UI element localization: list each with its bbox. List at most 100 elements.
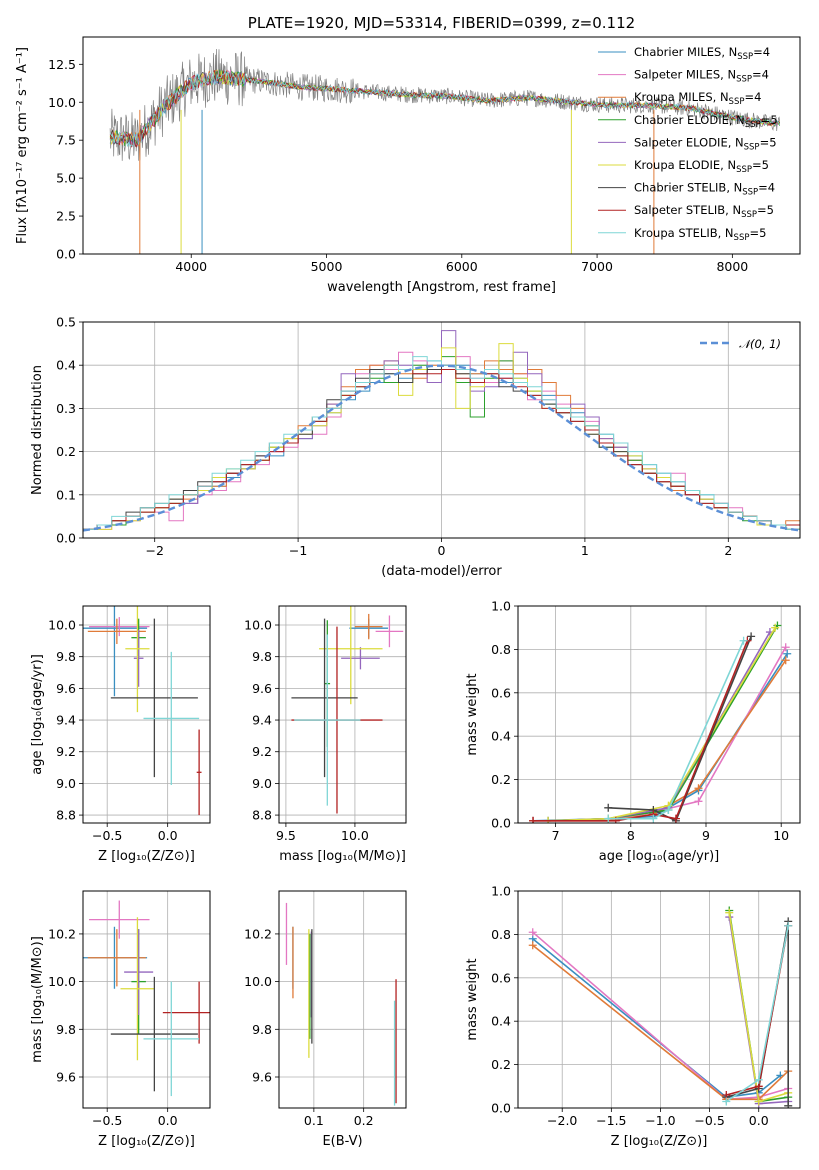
age-vs-metallicity-ytick-label: 9.6 bbox=[56, 681, 76, 696]
mass-vs-ebv-axes: 0.1 0.2 9.6 9.8 10.0 10.2 E(B-V) bbox=[244, 891, 406, 1149]
residuals-xtick-label: 0 bbox=[438, 543, 446, 558]
age-vs-metallicity-ytick-label: 9.4 bbox=[56, 713, 76, 728]
mass-vs-metallicity-plot-area bbox=[83, 900, 210, 1097]
age-vs-mass-plot-area bbox=[291, 606, 404, 814]
residuals-plot-area bbox=[83, 330, 800, 538]
spectrum-xtick-label: 6000 bbox=[446, 259, 478, 274]
weight-vs-age-xtick-label: 7 bbox=[552, 828, 560, 843]
mass-vs-ebv-ytick-label: 9.6 bbox=[252, 1070, 272, 1085]
age-vs-metallicity-point-1 bbox=[89, 617, 150, 637]
age-vs-metallicity-ylabel: age [log₁₀(age/yr)] bbox=[30, 654, 45, 775]
weight-vs-age-marker-6-3 bbox=[747, 632, 756, 641]
spectrum-xtick-label: 5000 bbox=[311, 259, 343, 274]
age-vs-metallicity-point-5 bbox=[125, 606, 150, 713]
age-vs-metallicity-xlabel: Z [log₁₀(Z/Z⊙)] bbox=[98, 849, 195, 864]
weight-vs-metallicity-frame bbox=[517, 890, 801, 1109]
age-vs-metallicity-ytick-label: 8.8 bbox=[56, 808, 76, 823]
weight-vs-age-series-2 bbox=[529, 656, 790, 823]
weight-vs-age-series-7 bbox=[529, 636, 752, 823]
mass-vs-metallicity-point-7 bbox=[162, 981, 210, 1044]
age-vs-mass-xtick-label: 10.0 bbox=[341, 828, 369, 843]
weight-vs-age-ytick-label: 0.8 bbox=[491, 642, 511, 657]
mass-vs-metallicity-axes: −0.5 0.0 9.6 9.8 10.0 10.2 Z [log₁₀(Z/Z⊙)] mass… bbox=[30, 891, 210, 1149]
weight-vs-age-frame bbox=[517, 605, 801, 824]
weight-vs-metallicity-ytick-label: 0.8 bbox=[491, 927, 511, 942]
mass-vs-metallicity-point-6 bbox=[110, 976, 198, 1092]
weight-vs-age-ylabel: mass weight bbox=[465, 673, 480, 755]
mass-vs-metallicity-point-1 bbox=[89, 900, 150, 939]
age-vs-metallicity-point-6 bbox=[110, 618, 198, 778]
normal-distribution-curve bbox=[83, 364, 800, 532]
residuals-xtick-label: −1 bbox=[289, 543, 307, 558]
weight-vs-metallicity-marker-5-1 bbox=[754, 1097, 763, 1106]
weight-vs-metallicity-ylabel: mass weight bbox=[465, 958, 480, 1040]
age-vs-metallicity-ytick-label: 10.0 bbox=[48, 618, 76, 633]
weight-vs-age-xtick-label: 10 bbox=[773, 828, 789, 843]
weight-vs-age-xlabel: age [log₁₀(age/yr)] bbox=[599, 849, 720, 864]
weight-vs-age-marker-0-4 bbox=[783, 649, 792, 658]
weight-vs-metallicity-ytick-label: 0.0 bbox=[491, 1101, 511, 1116]
mass-vs-metallicity-point-8 bbox=[143, 981, 200, 1097]
residuals-ytick-label: 0.1 bbox=[56, 487, 76, 502]
weight-vs-age-marker-2-3 bbox=[694, 784, 703, 793]
weight-vs-metallicity-xtick-label: −1.0 bbox=[645, 1113, 675, 1128]
model-spectrum-line-8 bbox=[109, 69, 781, 148]
weight-vs-metallicity-series-8 bbox=[722, 921, 793, 1106]
spectrum-ytick-label: 0.0 bbox=[56, 247, 76, 262]
weight-vs-age-ytick-label: 0.4 bbox=[491, 729, 511, 744]
age-vs-mass-ytick-label: 9.4 bbox=[252, 713, 272, 728]
mass-vs-metallicity-ylabel: mass [log₁₀(M/M⊙)] bbox=[30, 936, 45, 1063]
weight-vs-metallicity-ytick-label: 0.4 bbox=[491, 1014, 511, 1029]
weight-vs-metallicity-xtick-label: −0.5 bbox=[694, 1113, 724, 1128]
residuals-ylabel: Normed distribution bbox=[30, 365, 45, 495]
mass-vs-metallicity-xlabel: Z [log₁₀(Z/Z⊙)] bbox=[98, 1134, 195, 1149]
residuals-frame bbox=[82, 321, 801, 539]
mass-vs-ebv-xlabel: E(B-V) bbox=[322, 1134, 362, 1149]
age-vs-metallicity-ytick-label: 9.2 bbox=[56, 744, 76, 759]
weight-vs-age-series-0 bbox=[529, 649, 792, 823]
weight-vs-age-marker-7-0 bbox=[529, 816, 538, 823]
age-vs-mass-axes: 9.5 10.0 8.8 9.0 9.2 9.4 9.6 9.8 10.0 mass [log₁₀… bbox=[244, 606, 406, 864]
weight-vs-age-marker-8-2 bbox=[664, 805, 673, 814]
weight-vs-age-marker-6-0 bbox=[604, 803, 613, 812]
age-vs-mass-xlabel: mass [log₁₀(M/M⊙)] bbox=[279, 849, 406, 864]
age-vs-metallicity-ytick-label: 9.0 bbox=[56, 776, 76, 791]
weight-vs-age-marker-1-4 bbox=[781, 643, 790, 652]
weight-vs-age-marker-5-3 bbox=[771, 623, 780, 632]
weight-vs-age-xtick-label: 8 bbox=[627, 828, 635, 843]
spectrum-plot-area bbox=[109, 48, 781, 254]
mass-vs-metallicity-point-4 bbox=[124, 929, 154, 1015]
mass-vs-metallicity-ytick-label: 10.0 bbox=[48, 974, 76, 989]
mass-vs-ebv-ytick-label: 10.0 bbox=[244, 974, 272, 989]
age-vs-metallicity-point-4 bbox=[133, 629, 144, 687]
weight-vs-age-series-8 bbox=[604, 636, 748, 823]
mass-vs-ebv-ytick-label: 10.2 bbox=[244, 926, 272, 941]
weight-vs-age-marker-8-1 bbox=[649, 814, 658, 823]
weight-vs-metallicity-marker-5-0 bbox=[725, 908, 734, 917]
weight-vs-metallicity-marker-8-1 bbox=[754, 1075, 763, 1084]
weight-vs-age-xtick-label: 9 bbox=[702, 828, 710, 843]
weight-vs-metallicity-ytick-label: 1.0 bbox=[491, 884, 511, 899]
mass-vs-metallicity-point-5 bbox=[120, 917, 155, 1061]
age-vs-mass-point-1 bbox=[375, 615, 404, 648]
age-vs-mass-frame bbox=[278, 605, 407, 824]
weight-vs-metallicity-ytick-label: 0.2 bbox=[491, 1057, 511, 1072]
legend-entry-2: Kroupa MILES, NSSP=4 bbox=[634, 90, 761, 107]
mass-vs-metallicity-ytick-label: 10.2 bbox=[48, 926, 76, 941]
weight-vs-metallicity-marker-8-0 bbox=[722, 1097, 731, 1106]
legend-entry-7: Salpeter STELIB, NSSP=5 bbox=[634, 203, 774, 220]
weight-vs-age-ytick-label: 0.6 bbox=[491, 685, 511, 700]
weight-vs-age-series-3 bbox=[544, 621, 782, 823]
spectrum-ylabel: Flux [fλ10⁻¹⁷ erg cm⁻² s⁻¹ A⁻¹] bbox=[15, 47, 30, 244]
weight-vs-age-plot-area bbox=[529, 621, 792, 823]
weight-vs-metallicity-xlabel: Z [log₁₀(Z/Z⊙)] bbox=[611, 1134, 708, 1149]
age-vs-metallicity-ytick-label: 9.8 bbox=[56, 649, 76, 664]
weight-vs-metallicity-plot-area bbox=[528, 906, 793, 1108]
spectrum-frame bbox=[82, 36, 801, 255]
spectrum-ytick-label: 2.5 bbox=[56, 209, 76, 224]
legend-entry-5: Kroupa ELODIE, NSSP=5 bbox=[634, 158, 769, 175]
spectrum-ytick-label: 10.0 bbox=[48, 95, 76, 110]
age-vs-mass-ytick-label: 9.6 bbox=[252, 681, 272, 696]
weight-vs-age-marker-8-3 bbox=[739, 636, 748, 645]
